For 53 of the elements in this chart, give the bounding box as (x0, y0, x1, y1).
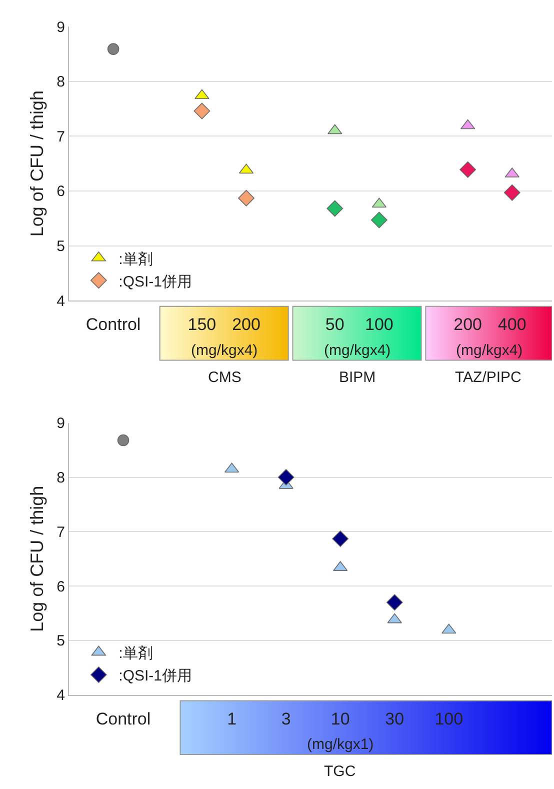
x-tick-label: 50 (325, 314, 344, 334)
x-tick-label: 1 (227, 709, 237, 728)
y-tick-label: 4 (56, 687, 65, 704)
legend-label: :単剤 (118, 645, 153, 662)
point (387, 613, 402, 624)
x-tick-label: Control (86, 314, 141, 334)
x-tick-label: 10 (330, 709, 350, 728)
y-tick-label: 9 (56, 18, 65, 36)
point (460, 161, 476, 178)
text: CMS (208, 369, 242, 386)
point (117, 434, 130, 446)
point (386, 594, 403, 611)
point (328, 124, 342, 134)
text: TGC (324, 763, 356, 780)
x-tick-label: 200 (454, 314, 482, 334)
x-tick-label: 150 (188, 314, 216, 334)
x-tick-label: 200 (232, 314, 260, 334)
point (442, 624, 456, 634)
y-tick-label: 5 (56, 238, 65, 256)
text: (mg/kgx4) (191, 342, 258, 359)
x-tick-label: 400 (498, 314, 526, 334)
x-tick-label: 3 (281, 709, 291, 728)
y-tick-label: 5 (56, 632, 65, 650)
y-tick-label: 9 (56, 415, 65, 432)
point (332, 530, 349, 547)
point (504, 184, 520, 201)
y-tick-label: 8 (56, 470, 65, 487)
x-tick-label: 30 (385, 709, 404, 728)
x-tick-label: 100 (364, 314, 394, 334)
x-tick-label: 100 (434, 709, 464, 728)
legend-label: :QSI-1併用 (118, 668, 192, 685)
text: BIPM (339, 369, 376, 386)
text: TAZ/PIPC (455, 369, 522, 386)
y-tick-label: 6 (56, 183, 65, 200)
y-tick-label: 7 (56, 128, 65, 146)
text: (mg/kgx4) (324, 342, 391, 359)
y-tick-label: 4 (56, 292, 65, 310)
point (370, 212, 388, 228)
y-axis-title: Log of CFU / thigh (26, 90, 47, 237)
y-tick-label: 8 (56, 74, 65, 91)
text: (mg/kgx4) (456, 342, 523, 359)
x-tick-label: Control (96, 709, 151, 728)
legend-label: :単剤 (118, 250, 153, 268)
y-tick-label: 6 (56, 578, 65, 596)
text: (mg/kgx1) (307, 736, 374, 753)
point (238, 190, 254, 206)
legend-label: :QSI-1併用 (118, 273, 192, 290)
y-axis-title: Log of CFU / thigh (26, 486, 47, 632)
y-tick-label: 7 (56, 524, 65, 541)
point (194, 89, 210, 100)
point (194, 102, 210, 120)
point (326, 200, 344, 217)
point (278, 469, 294, 486)
